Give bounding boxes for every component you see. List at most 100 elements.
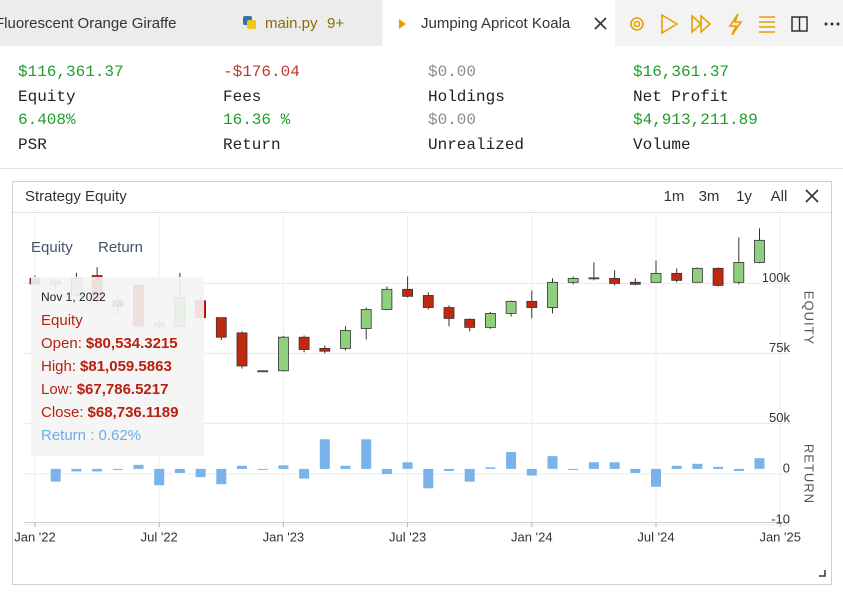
tooltip-series: Equity <box>41 312 83 329</box>
candle-body <box>236 332 248 367</box>
candle-body <box>505 300 517 314</box>
stat-value: $16,361.37 <box>633 63 729 81</box>
tooltip-label: Close: <box>41 404 84 421</box>
return-bar <box>754 458 765 469</box>
range-button[interactable]: 1y <box>736 188 752 205</box>
lightning[interactable] <box>728 13 743 36</box>
run-button[interactable] <box>661 13 679 35</box>
fast-forward[interactable] <box>691 14 712 34</box>
return-bar <box>237 465 247 469</box>
return-bar <box>733 468 744 471</box>
x-tick-label: Jul '23 <box>389 529 426 544</box>
candle-body <box>402 288 414 297</box>
tab[interactable] <box>0 0 225 46</box>
python-icon <box>243 16 256 29</box>
candle-body <box>443 307 455 319</box>
return-bar <box>154 468 165 486</box>
return-bar <box>112 468 123 470</box>
x-tick-label: Jul '24 <box>637 529 674 544</box>
x-tick-label: Jan '23 <box>263 529 305 544</box>
candle-body <box>609 277 620 284</box>
return-bar <box>174 468 185 473</box>
plot: Jan '22 Jul '22 Jan '23 Jul '23 Jan '24 Jul '… <box>14 214 817 544</box>
return-bar <box>71 468 82 472</box>
return-bar <box>671 465 682 469</box>
tooltip: Nov 1, 2022 Equity Return : 0.62% Open: $… <box>31 277 204 456</box>
resize-handle[interactable] <box>819 570 826 577</box>
tooltip-row: Close: $68,736.1189 <box>41 404 178 421</box>
candle-body <box>257 370 269 373</box>
tab-label[interactable]: Jumping Apricot Koala <box>421 15 571 32</box>
list-icon[interactable] <box>759 16 775 33</box>
return-bar <box>402 462 413 469</box>
candle-body <box>319 347 331 352</box>
return-bar <box>506 452 517 469</box>
tooltip-return: Return : 0.62% <box>41 427 141 444</box>
candle-body <box>567 277 579 283</box>
tab-label[interactable]: Fluorescent Orange Giraffe <box>0 15 176 32</box>
tooltip-box <box>31 277 204 456</box>
stat-value: $116,361.37 <box>18 63 124 81</box>
y-tick-label: 0 <box>783 460 790 475</box>
stat-label: Fees <box>223 88 261 106</box>
candle-body <box>360 309 372 329</box>
range-buttons: 1m 3m 1y All <box>664 188 788 205</box>
run-icon <box>399 19 406 29</box>
more-icon[interactable] <box>824 22 840 26</box>
split-icon[interactable] <box>791 16 808 32</box>
return-bar <box>133 464 144 469</box>
close-panel[interactable] <box>805 189 819 203</box>
legend-entry[interactable]: Equity <box>31 239 73 256</box>
return-bar <box>423 468 434 489</box>
return-bar <box>278 465 289 469</box>
range-button[interactable]: 1m <box>664 188 685 205</box>
candle-body <box>340 330 351 349</box>
return-bar <box>588 462 599 469</box>
return-bar <box>651 468 661 487</box>
stat-label: Net Profit <box>633 88 729 106</box>
candle-body <box>712 267 724 286</box>
candle-body <box>277 336 289 372</box>
tab-badge: 9+ <box>327 15 344 32</box>
stat-value: 6.408% <box>18 111 76 129</box>
candle-body <box>381 288 393 310</box>
tab-active[interactable] <box>383 0 615 46</box>
tooltip-date: Nov 1, 2022 <box>41 290 106 304</box>
tooltip-value: $81,059.5863 <box>80 358 172 375</box>
range-button[interactable]: 3m <box>699 188 720 205</box>
candle-body <box>526 300 538 308</box>
tooltip-label: Open: <box>41 335 82 352</box>
legend-entry[interactable]: Return <box>98 239 143 256</box>
stats: $116,361.37 Equity -$176.04 Fees $0.00 Holdin… <box>18 63 758 154</box>
return-bar <box>692 463 703 469</box>
candle-body <box>298 336 310 350</box>
candle-body <box>588 277 600 280</box>
x-tick-label: Jan '25 <box>759 529 801 544</box>
tab-label[interactable]: main.py <box>265 15 318 32</box>
stat-value: $0.00 <box>428 63 476 81</box>
stat-label: Return <box>223 136 281 154</box>
candle-body <box>464 318 476 328</box>
settings-icon[interactable] <box>630 17 644 31</box>
tooltip-value: $68,736.1189 <box>88 404 179 421</box>
return-bar <box>444 468 454 471</box>
return-bar <box>50 468 61 482</box>
close-tab[interactable] <box>594 17 607 30</box>
axis-title: EQUITY <box>802 291 817 345</box>
tooltip-row: High: $81,059.5863 <box>41 358 172 375</box>
x-tick-label: Jul '22 <box>141 529 178 544</box>
return-bar <box>361 439 372 469</box>
return-bar <box>713 466 724 469</box>
stat-label: Holdings <box>428 88 505 106</box>
range-button[interactable]: All <box>771 188 788 205</box>
return-bar <box>609 462 620 469</box>
stat-value: $4,913,211.89 <box>633 111 758 129</box>
candle-body <box>650 272 662 283</box>
return-bar <box>547 456 558 469</box>
candle-body <box>215 317 227 338</box>
y-tick-label: -10 <box>771 511 790 526</box>
tooltip-row: Low: $67,786.5217 <box>41 381 168 398</box>
tooltip-label: High: <box>41 358 76 375</box>
axis-title: RETURN <box>802 444 817 504</box>
